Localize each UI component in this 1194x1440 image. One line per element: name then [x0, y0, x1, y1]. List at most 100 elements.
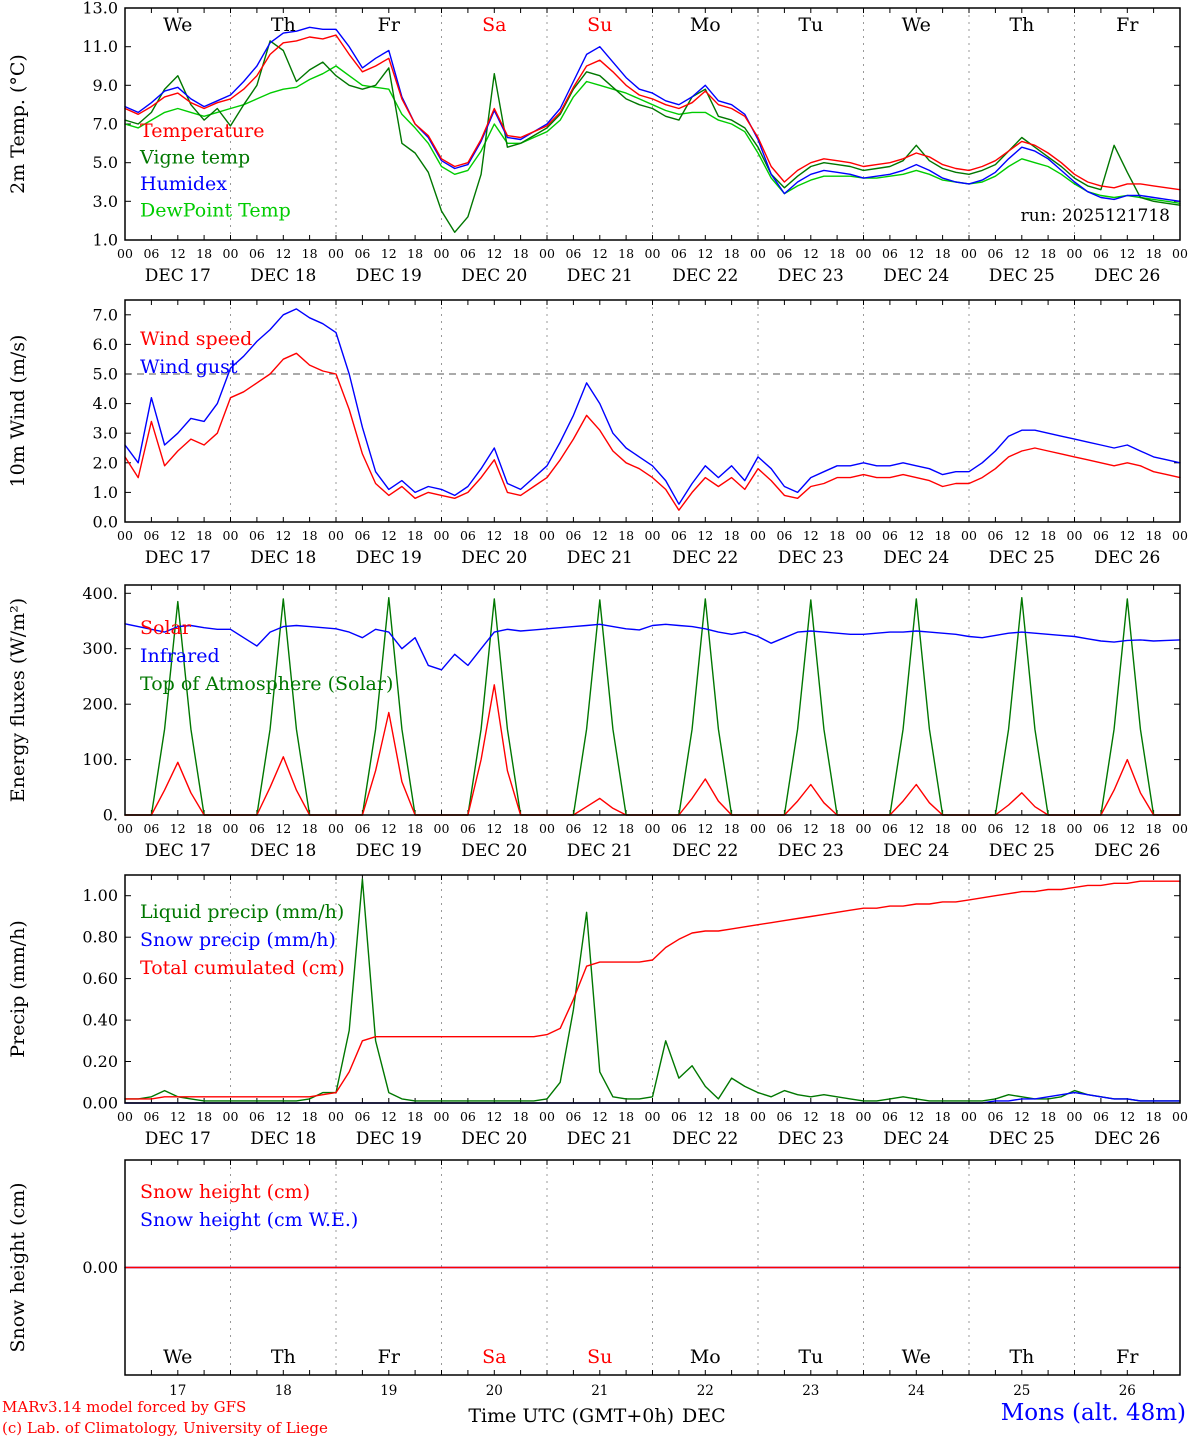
date-label: DEC 22: [672, 266, 738, 286]
date-label: DEC 21: [567, 266, 633, 286]
x-tick-label: 18: [618, 528, 634, 543]
y-axis-title: Energy fluxes (W/m²): [7, 598, 29, 802]
date-label: DEC 21: [567, 548, 633, 568]
x-tick-label: 12: [1014, 528, 1030, 543]
x-tick-label: 12: [381, 246, 397, 261]
x-tick-label: 06: [1093, 246, 1109, 261]
y-tick-label: 0.: [103, 806, 118, 825]
x-tick-label: 06: [143, 1109, 159, 1124]
day-name-label: Fr: [1116, 1346, 1139, 1368]
x-tick-label: 06: [143, 528, 159, 543]
date-label: DEC 26: [1094, 548, 1160, 568]
date-label: DEC 19: [356, 1129, 422, 1149]
x-tick-label: 12: [592, 1109, 608, 1124]
panel-snow_height: 0.00 Snow height (cm) Snow height (cm) Snow…: [7, 1159, 1181, 1399]
x-tick-label: 00: [1067, 528, 1083, 543]
x-tick-label: 12: [1119, 821, 1135, 836]
x-tick-label: 06: [249, 528, 265, 543]
x-tick-label: 06: [671, 821, 687, 836]
x-tick-label: 06: [776, 1109, 792, 1124]
date-label: DEC 24: [883, 1129, 949, 1149]
x-tick-label: 12: [1119, 1109, 1135, 1124]
date-label: DEC 22: [672, 841, 738, 861]
month-label: DEC: [682, 1405, 726, 1427]
x-tick-label: 18: [196, 821, 212, 836]
x-tick-label: 06: [460, 1109, 476, 1124]
day-number-label: 24: [908, 1383, 925, 1399]
x-tick-label: 06: [882, 1109, 898, 1124]
x-tick-label: 12: [908, 246, 924, 261]
x-tick-label: 18: [1040, 528, 1056, 543]
x-tick-label: 12: [697, 821, 713, 836]
series-liquid-precip: [124, 878, 1181, 1102]
day-name-label: Mo: [690, 14, 721, 36]
legend-liquid-precip-mm-h: Liquid precip (mm/h): [140, 901, 344, 923]
x-tick-label: 18: [724, 246, 740, 261]
x-tick-label: 00: [539, 246, 555, 261]
x-tick-label: 00: [750, 528, 766, 543]
x-tick-label: 06: [354, 1109, 370, 1124]
date-label: DEC 21: [567, 841, 633, 861]
x-tick-label: 06: [249, 1109, 265, 1124]
x-tick-label: 06: [1093, 1109, 1109, 1124]
day-number-label: 26: [1119, 1383, 1136, 1399]
plot-border: [124, 7, 1181, 241]
x-tick-label: 06: [354, 528, 370, 543]
day-name-label: Fr: [378, 14, 401, 36]
x-tick-label: 00: [856, 1109, 872, 1124]
y-tick-label: 5.0: [93, 153, 118, 172]
x-tick-label: 12: [275, 246, 291, 261]
x-tick-label: 18: [1040, 1109, 1056, 1124]
x-tick-label: 18: [724, 528, 740, 543]
y-tick-label: 400.: [82, 584, 118, 603]
legend-solar: Solar: [140, 617, 192, 639]
legend-wind-speed: Wind speed: [140, 328, 252, 350]
day-number-label: 25: [1013, 1383, 1030, 1399]
date-label: DEC 20: [461, 1129, 527, 1149]
y-tick-label: 6.0: [93, 335, 118, 354]
date-label: DEC 23: [778, 548, 844, 568]
x-tick-label: 00: [223, 1109, 239, 1124]
x-tick-label: 12: [170, 1109, 186, 1124]
x-tick-label: 00: [539, 1109, 555, 1124]
day-name-label: We: [163, 14, 192, 36]
x-tick-label: 18: [407, 246, 423, 261]
x-tick-label: 00: [223, 528, 239, 543]
day-number-label: 18: [275, 1383, 292, 1399]
x-tick-label: 00: [328, 246, 344, 261]
day-name-label: Fr: [378, 1346, 401, 1368]
legend-temperature: Temperature: [140, 120, 264, 142]
date-label: DEC 20: [461, 548, 527, 568]
x-tick-label: 18: [935, 246, 951, 261]
x-tick-label: 12: [1014, 1109, 1030, 1124]
x-tick-label: 00: [1172, 1109, 1188, 1124]
date-label: DEC 18: [250, 266, 316, 286]
x-tick-label: 12: [803, 821, 819, 836]
legend-snow-precip-mm-h: Snow precip (mm/h): [140, 929, 336, 951]
y-tick-label: 13.0: [82, 0, 118, 18]
x-tick-label: 06: [249, 821, 265, 836]
x-tick-label: 12: [592, 821, 608, 836]
x-tick-label: 00: [434, 821, 450, 836]
x-tick-label: 12: [381, 528, 397, 543]
y-tick-label: 2.0: [93, 453, 118, 472]
y-tick-label: 4.0: [93, 394, 118, 413]
x-tick-label: 06: [987, 246, 1003, 261]
date-label: DEC 21: [567, 1129, 633, 1149]
date-label: DEC 24: [883, 266, 949, 286]
x-tick-label: 12: [486, 246, 502, 261]
x-tick-label: 06: [671, 1109, 687, 1124]
x-tick-label: 12: [908, 821, 924, 836]
x-tick-label: 18: [407, 1109, 423, 1124]
x-tick-label: 12: [803, 1109, 819, 1124]
x-tick-label: 06: [143, 821, 159, 836]
x-tick-label: 12: [697, 1109, 713, 1124]
x-tick-label: 12: [381, 1109, 397, 1124]
date-label: DEC 17: [145, 841, 211, 861]
series-total-cumulated: [124, 880, 1181, 1100]
y-tick-label: 11.0: [82, 37, 118, 56]
x-tick-label: 00: [856, 821, 872, 836]
legend-top-of-atmosphere-solar: Top of Atmosphere (Solar): [140, 673, 393, 695]
